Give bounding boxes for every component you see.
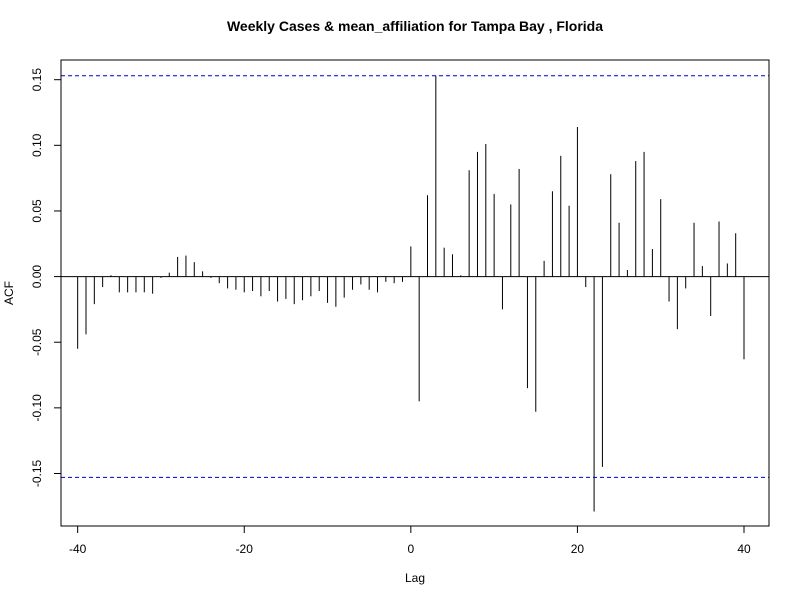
x-axis: -40 -20 0 20 40: [69, 526, 751, 556]
y-tick-label: 0.10: [30, 133, 44, 157]
x-tick-label: -20: [236, 542, 254, 556]
x-axis-label: Lag: [405, 571, 425, 585]
y-tick-label: 0.05: [30, 199, 44, 223]
x-tick-label: 20: [571, 542, 585, 556]
y-axis-label: ACF: [2, 281, 16, 305]
y-tick-label: 0.15: [30, 68, 44, 92]
y-tick-label: 0.00: [30, 265, 44, 289]
bars-layer: [77, 75, 745, 512]
x-tick-label: 0: [407, 542, 414, 556]
y-axis: -0.15 -0.10 -0.05 0.00 0.05 0.10 0.15: [30, 68, 61, 487]
plot-frame: [60, 59, 770, 527]
x-tick-label: 40: [737, 542, 751, 556]
y-tick-label: -0.10: [30, 394, 44, 422]
chart-title: Weekly Cases & mean_affiliation for Tamp…: [227, 18, 603, 34]
y-tick-label: -0.15: [30, 459, 44, 487]
y-tick-label: -0.05: [30, 328, 44, 356]
reference-lines: [61, 75, 769, 478]
x-tick-label: -40: [69, 542, 87, 556]
